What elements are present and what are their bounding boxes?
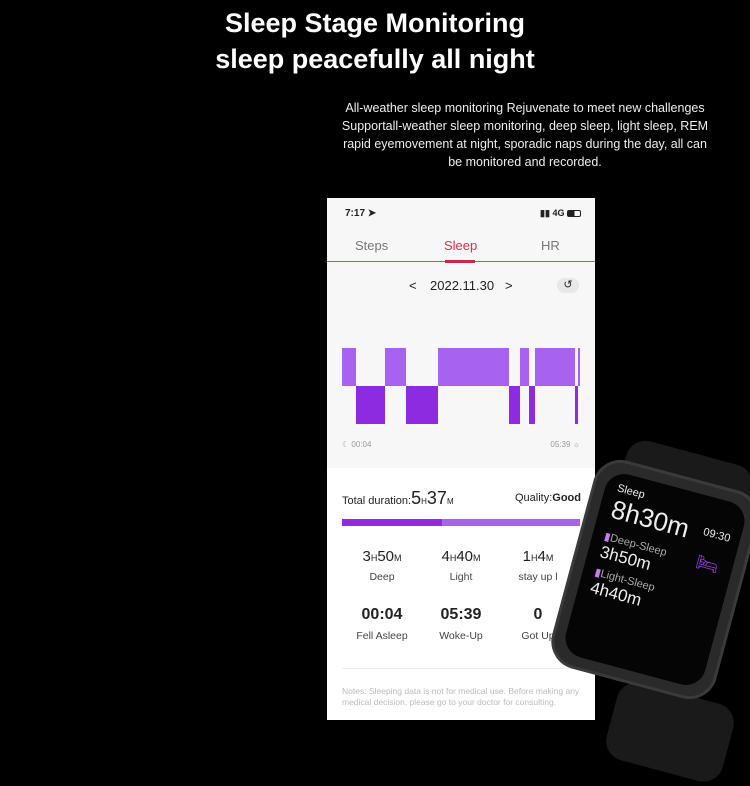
light-sleep-segment xyxy=(520,348,529,386)
location-icon: ➤ xyxy=(367,208,377,219)
stat-light: 4H40M Light xyxy=(441,548,481,583)
stat-stay-up: 1H4M stay up l xyxy=(518,548,558,583)
light-sleep-segment xyxy=(342,348,357,386)
next-date-button[interactable]: > xyxy=(505,278,513,293)
return-icon[interactable]: ↺ xyxy=(557,278,579,293)
status-time: 7:17 ➤ xyxy=(345,208,377,219)
deep-sleep-segment xyxy=(508,386,521,424)
active-tab-indicator xyxy=(445,260,475,263)
tab-hr[interactable]: HR xyxy=(541,238,560,253)
moon-icon: ☾ xyxy=(342,440,350,449)
desc-line: be monitored and recorded. xyxy=(448,155,602,169)
woke-up: 05:39 Woke-Up xyxy=(439,606,483,642)
battery-icon xyxy=(567,210,581,218)
medical-note: Notes: Sleeping data is not for medical … xyxy=(342,686,580,707)
tab-steps[interactable]: Steps xyxy=(355,238,389,253)
light-sleep-segment xyxy=(437,348,509,386)
deep-sleep-segment xyxy=(528,386,536,424)
tab-bar: Steps Sleep HR xyxy=(327,236,595,262)
deep-sleep-segment xyxy=(405,386,438,424)
start-time: ☾ 00:04 xyxy=(342,440,372,449)
desc-line: rapid eyemovement at night, sporadic nap… xyxy=(343,137,707,151)
phone-screen: 7:17 ➤ ▮▮ 4G Steps Sleep HR < 2022.11.30… xyxy=(327,198,595,720)
divider xyxy=(342,668,587,669)
stat-deep: 3H50M Deep xyxy=(362,548,402,583)
subheadline: sleep peacefully all night xyxy=(215,44,535,74)
status-right: ▮▮ 4G xyxy=(540,208,581,219)
watch-screen: Sleep 8h30m 09:30 🛏 ▮Deep-Sleep 3h50m ▮L… xyxy=(560,469,750,690)
summary-panel: Total duration:5H37M Quality:Good 3H50M D… xyxy=(327,468,595,720)
description: All-weather sleep monitoring Rejuvenate … xyxy=(300,99,750,171)
quality: Quality:Good xyxy=(514,492,581,504)
light-sleep-segment xyxy=(535,348,576,386)
sleep-stage-chart xyxy=(342,348,580,424)
light-sleep-segment xyxy=(385,348,406,386)
signal-icon: ▮▮ xyxy=(540,208,550,218)
light-sleep-segment xyxy=(577,348,580,386)
headline: Sleep Stage Monitoring xyxy=(224,8,526,38)
deep-ratio-fill xyxy=(342,519,442,526)
deep-sleep-segment xyxy=(356,386,386,424)
sleep-ratio-bar xyxy=(342,519,580,526)
desc-line: Supportall-weather sleep monitoring, dee… xyxy=(341,119,709,133)
got-up: 0 Got Up xyxy=(521,606,555,642)
desc-line: All-weather sleep monitoring Rejuvenate … xyxy=(345,101,705,115)
date-value: 2022.11.30 xyxy=(430,278,495,293)
total-duration: Total duration:5H37M xyxy=(342,488,454,508)
fell-asleep: 00:04 Fell Asleep xyxy=(356,606,408,642)
sun-icon: ☼ xyxy=(572,440,580,449)
smartwatch-image: Sleep 8h30m 09:30 🛏 ▮Deep-Sleep 3h50m ▮L… xyxy=(545,436,750,786)
tab-sleep[interactable]: Sleep xyxy=(444,238,478,253)
deep-sleep-segment xyxy=(575,386,578,424)
prev-date-button[interactable]: < xyxy=(409,278,417,293)
watch-body: Sleep 8h30m 09:30 🛏 ▮Deep-Sleep 3h50m ▮L… xyxy=(545,453,750,706)
end-time: 05:39 ☼ xyxy=(550,440,580,449)
